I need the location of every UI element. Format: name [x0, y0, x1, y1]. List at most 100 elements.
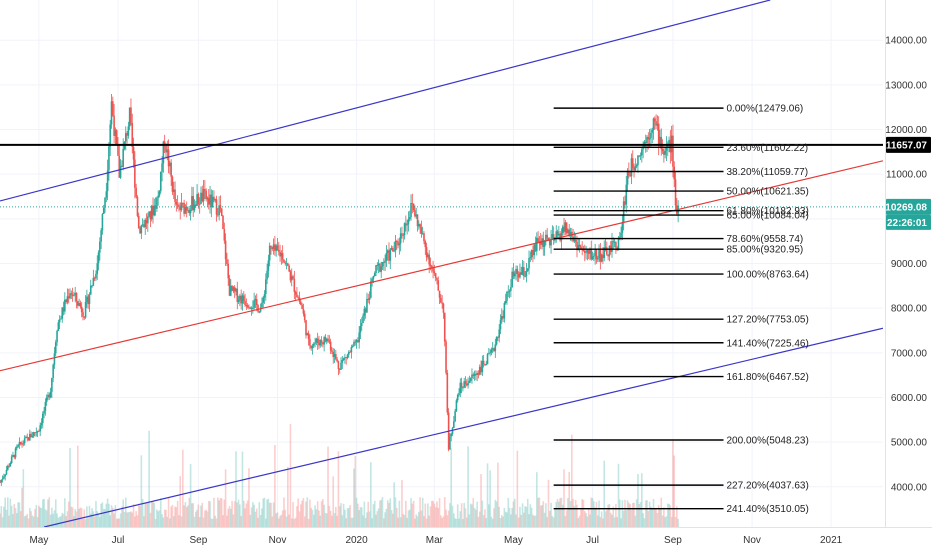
- volume-bar: [274, 445, 276, 527]
- volume-bar: [153, 502, 156, 527]
- candle-body: [468, 380, 471, 383]
- candle-body: [459, 382, 462, 393]
- fib-level-label: 241.40%(3510.05): [727, 504, 809, 515]
- candle-body: [118, 155, 121, 178]
- fib-extension[interactable]: 0.00%(12479.06) 23.60%(11602.22) 38.20%(11…: [553, 104, 809, 516]
- volume-bar: [135, 511, 137, 527]
- volume-bar: [27, 518, 30, 527]
- candle-body: [372, 276, 375, 279]
- candle-body: [253, 300, 255, 308]
- volume-bar: [29, 508, 31, 527]
- volume-bar: [538, 497, 541, 527]
- candle-body: [324, 337, 327, 342]
- candle-body: [355, 340, 358, 343]
- candle-body: [344, 357, 346, 359]
- candle-body: [148, 211, 150, 217]
- volume-bar: [16, 513, 18, 527]
- volume-bar: [336, 515, 338, 527]
- volume-bar: [545, 503, 547, 527]
- candle-body: [673, 166, 676, 180]
- candle-body: [567, 229, 569, 234]
- volume-bar: [523, 512, 525, 527]
- candle-body: [236, 288, 239, 302]
- volume-bar: [206, 511, 209, 527]
- candle-body: [272, 244, 275, 249]
- volume-bar: [354, 455, 357, 527]
- candle-body: [261, 302, 263, 308]
- volume-bar: [287, 466, 289, 527]
- volume-bar: [504, 511, 507, 527]
- volume-bar: [420, 510, 423, 527]
- channel-line[interactable]: [43, 327, 883, 527]
- candle-body: [193, 204, 196, 211]
- candle-body: [228, 278, 231, 296]
- volume-bar: [639, 502, 642, 527]
- volume-bar: [425, 518, 428, 527]
- channel-line[interactable]: [0, 0, 771, 202]
- volume-bar: [324, 512, 327, 527]
- candle-body: [412, 203, 415, 211]
- volume-bar: [593, 501, 595, 527]
- volume-bar: [412, 500, 415, 527]
- candle-body: [665, 146, 668, 151]
- volume-bar: [1, 517, 4, 527]
- candle-body: [13, 454, 16, 458]
- volume-bar: [310, 507, 312, 527]
- candle-body: [416, 214, 419, 227]
- candle-body: [593, 255, 595, 257]
- volume-bar: [141, 498, 144, 527]
- candle-body: [332, 352, 335, 358]
- trend-lines[interactable]: [0, 0, 883, 527]
- volume-bar: [30, 511, 32, 527]
- candle-body: [100, 230, 102, 242]
- candle-body: [156, 197, 158, 209]
- candle-body: [88, 294, 91, 305]
- volume-bar: [634, 515, 637, 527]
- candle-body: [490, 349, 493, 353]
- candle-body: [145, 219, 148, 224]
- candle-body: [481, 360, 484, 373]
- candle-body: [325, 338, 328, 342]
- volume-bar: [559, 498, 561, 527]
- volume-bar: [524, 506, 526, 527]
- volume-bar: [543, 512, 546, 527]
- volume-bar: [572, 498, 574, 527]
- candle-body: [576, 241, 578, 251]
- candle-body: [646, 136, 648, 143]
- volume-bar: [664, 517, 666, 527]
- candle-body: [590, 248, 593, 260]
- candle-body: [217, 214, 219, 216]
- volume-bar: [198, 517, 201, 527]
- volume-bar: [165, 509, 167, 527]
- volume-bar: [285, 516, 288, 527]
- candle-body: [568, 229, 571, 237]
- candle-body: [8, 465, 10, 467]
- volume-bar: [647, 511, 650, 527]
- channel-line[interactable]: [0, 160, 883, 372]
- candle-body: [647, 136, 650, 140]
- volume-bar: [19, 511, 22, 527]
- candle-body: [101, 213, 104, 231]
- volume-bar: [163, 509, 166, 527]
- volume-bar: [231, 500, 233, 527]
- volume-bar: [624, 499, 626, 527]
- volume-bar: [104, 509, 106, 527]
- candle-body: [112, 101, 114, 116]
- candle-body: [205, 190, 207, 200]
- candle-body: [491, 348, 494, 350]
- volume-bar: [297, 498, 300, 527]
- candle-body: [525, 270, 528, 277]
- candle-body: [635, 165, 638, 167]
- volume-bar: [565, 510, 568, 527]
- volume-bar: [131, 512, 134, 527]
- volume-bar: [92, 511, 95, 527]
- candle-body: [44, 401, 47, 411]
- volume-bar: [96, 511, 99, 527]
- volume-bar: [130, 511, 132, 527]
- volume-bar: [520, 514, 523, 527]
- volume-bar: [283, 497, 285, 527]
- volume-bar: [519, 506, 521, 527]
- volume-bar: [257, 517, 259, 527]
